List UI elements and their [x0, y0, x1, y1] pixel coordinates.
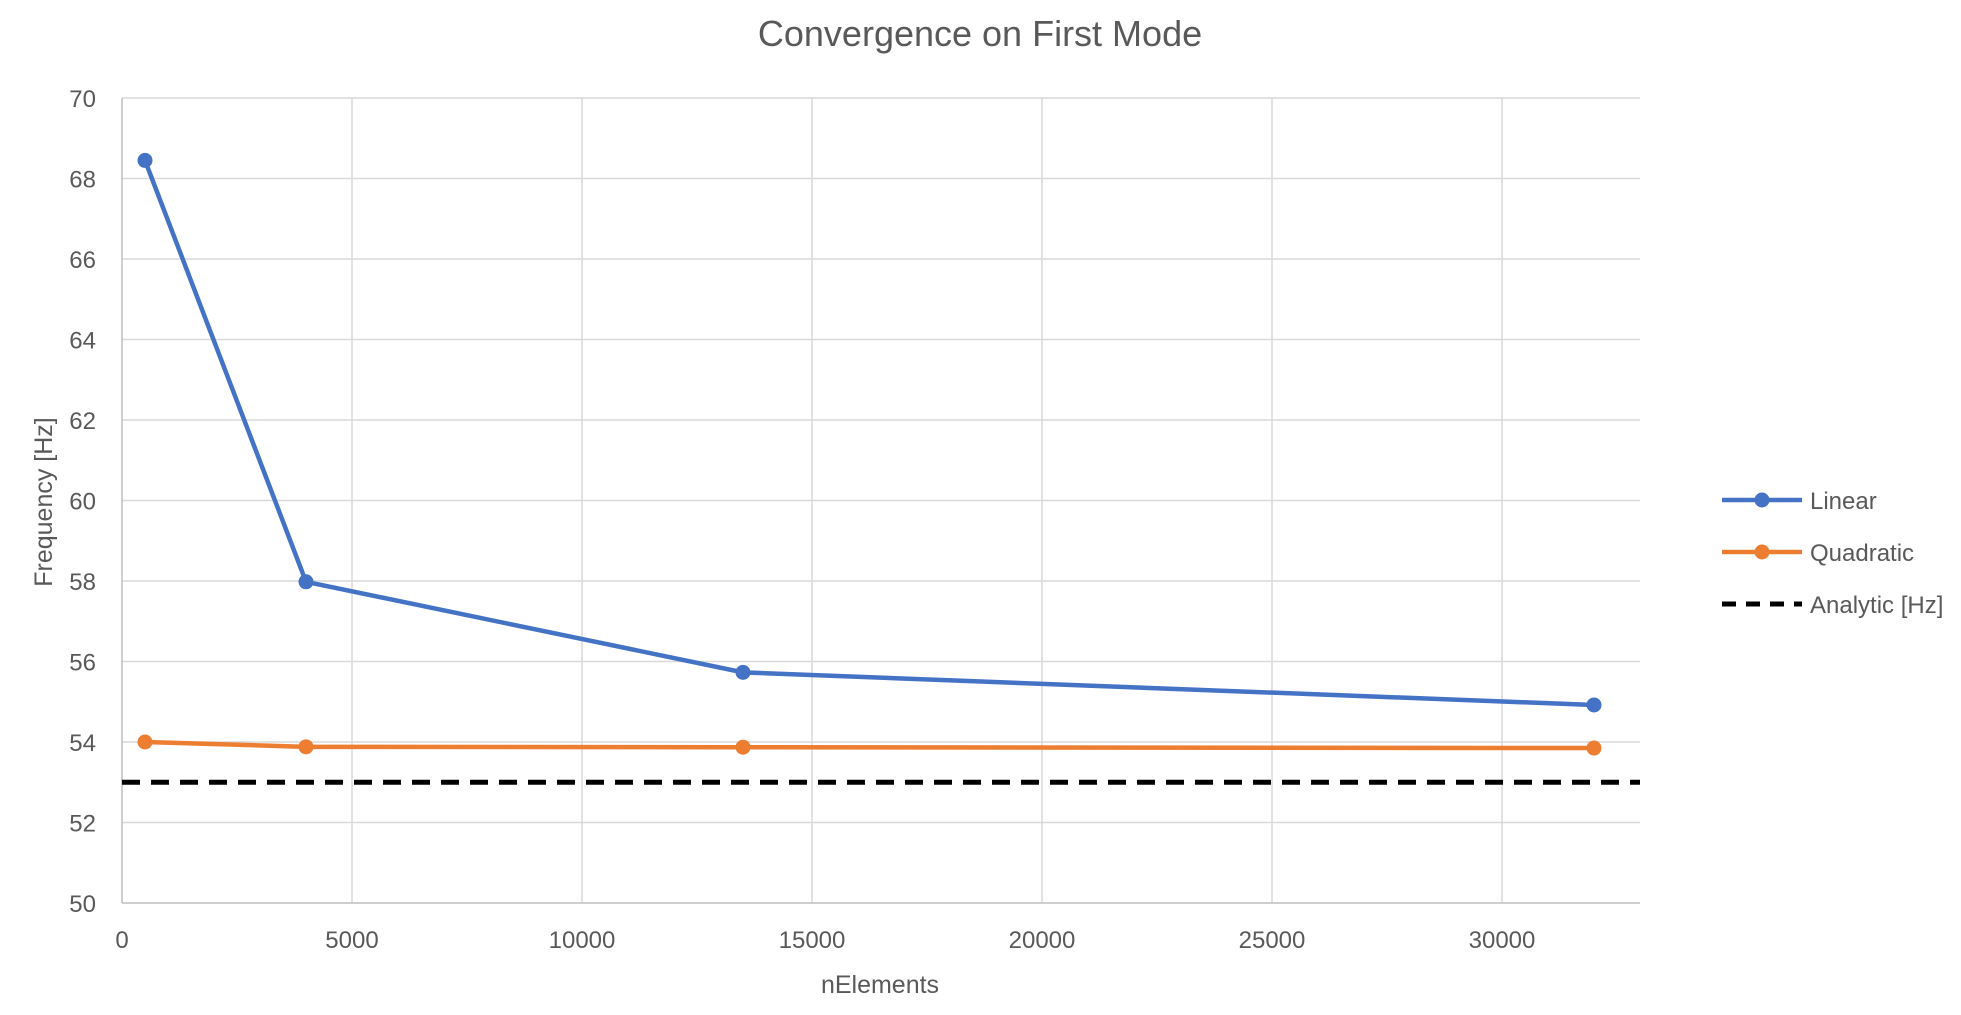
- data-point[interactable]: [1586, 740, 1602, 756]
- y-tick-label: 56: [69, 650, 96, 677]
- y-tick-label: 58: [69, 569, 96, 596]
- y-tick-label: 60: [69, 489, 96, 516]
- legend-entry[interactable]: Analytic [Hz]: [1722, 592, 1943, 619]
- x-tick-label: 20000: [1009, 927, 1076, 954]
- x-tick-label: 10000: [549, 927, 616, 954]
- y-tick-label: 68: [69, 167, 96, 194]
- legend-marker: [1754, 492, 1770, 508]
- data-point[interactable]: [735, 739, 751, 755]
- data-point[interactable]: [298, 739, 314, 755]
- series-line: [144, 739, 1595, 751]
- series-line: [142, 159, 1595, 708]
- series-quadratic: [137, 734, 1602, 756]
- legend-entry[interactable]: Quadratic: [1722, 540, 1914, 567]
- y-tick-label: 62: [69, 408, 96, 435]
- data-point[interactable]: [137, 734, 153, 750]
- legend-label: Quadratic: [1810, 540, 1914, 567]
- x-tick-label: 15000: [779, 927, 846, 954]
- legend-entry[interactable]: Linear: [1722, 488, 1877, 515]
- y-tick-label: 70: [69, 86, 96, 113]
- y-axis-label: Frequency [Hz]: [30, 417, 58, 587]
- legend-label: Linear: [1810, 488, 1877, 515]
- y-tick-label: 50: [69, 891, 96, 918]
- grid-lines: [122, 97, 1640, 903]
- series-linear: [137, 152, 1602, 713]
- legend: Linear Quadratic Analytic [Hz]: [1722, 488, 1943, 619]
- axes: 50 52 54 56 58 60 62 64 66 68 70 0 5000 10000 15000 200…: [69, 86, 1640, 954]
- y-tick-label: 66: [69, 247, 96, 274]
- data-point[interactable]: [1586, 697, 1602, 713]
- x-tick-label: 30000: [1469, 927, 1536, 954]
- x-axis-label: nElements: [821, 971, 939, 999]
- chart-title: Convergence on First Mode: [758, 13, 1202, 54]
- x-tick-label: 5000: [325, 927, 378, 954]
- legend-label: Analytic [Hz]: [1810, 592, 1943, 619]
- data-point[interactable]: [298, 574, 314, 590]
- x-tick-label: 0: [115, 927, 128, 954]
- y-tick-label: 64: [69, 328, 96, 355]
- x-tick-label: 25000: [1239, 927, 1306, 954]
- data-point[interactable]: [735, 664, 751, 680]
- y-tick-label: 52: [69, 811, 96, 838]
- data-point[interactable]: [137, 152, 153, 168]
- legend-marker: [1754, 544, 1770, 560]
- series-layer: [122, 152, 1640, 785]
- y-tick-label: 54: [69, 730, 96, 757]
